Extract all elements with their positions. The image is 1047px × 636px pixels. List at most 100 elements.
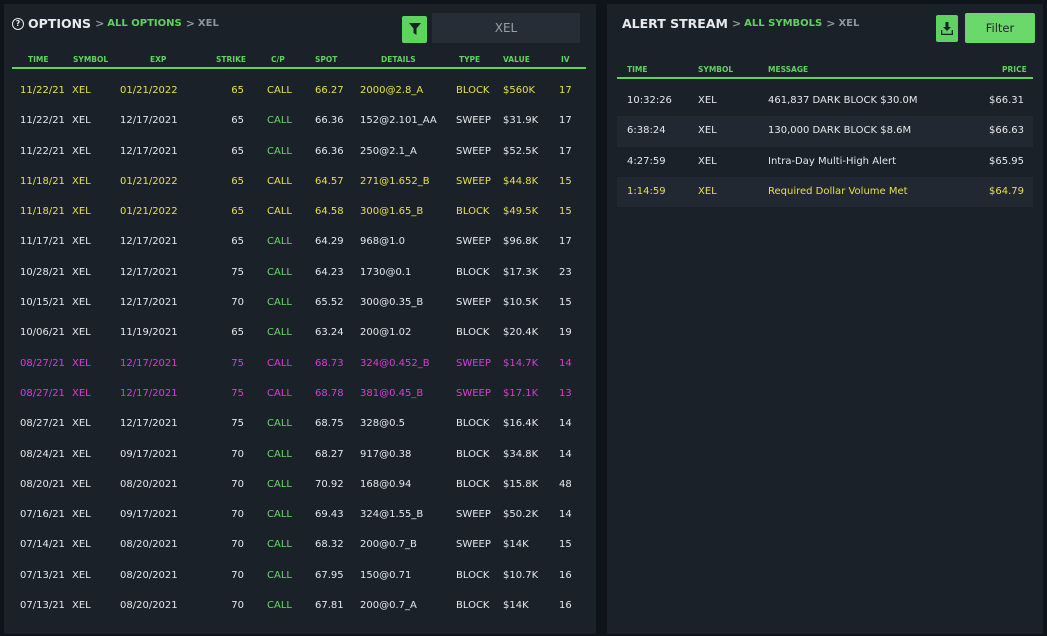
column-header-message[interactable]: MESSAGE [768,64,809,74]
details-cell: 2000@2.8_A [360,85,424,96]
column-header-cp[interactable]: C/P [271,54,285,64]
spot-cell: 68.78 [315,387,344,399]
table-row[interactable]: 07/16/21 XEL 09/17/2021 70 CALL 69.43 324@1.55… [12,500,586,530]
table-row[interactable]: 11/18/21 XEL 01/21/2022 65 CALL 64.57 271@1.65… [12,167,586,197]
cp-cell: CALL [267,85,292,96]
symbol-cell: XEL [72,206,91,218]
iv-cell: 13 [559,387,572,399]
iv-cell: 23 [559,266,572,278]
column-header-iv[interactable]: IV [561,54,570,64]
strike-cell: 75 [231,266,244,278]
iv-cell: 17 [559,236,572,248]
table-row[interactable]: 07/13/21 XEL 08/20/2021 70 CALL 67.81 200@0.7_… [12,591,586,621]
table-row[interactable]: 07/13/21 XEL 08/20/2021 70 CALL 67.95 150@0.71… [12,561,586,591]
cp-cell: CALL [267,236,292,248]
table-row[interactable]: 08/27/21 XEL 12/17/2021 75 CALL 68.75 328@0.5 B… [12,409,586,439]
breadcrumb-symbol: XEL [197,18,219,29]
help-circle-icon[interactable]: ? [12,17,24,30]
iv-cell: 48 [559,478,572,490]
column-header-symbol[interactable]: SYMBOL [698,64,734,74]
column-header-type[interactable]: TYPE [459,54,481,64]
cp-cell: CALL [267,297,292,309]
download-button[interactable] [936,15,958,42]
time-cell: 11/22/21 [20,145,65,157]
strike-cell: 75 [231,387,244,399]
details-cell: 271@1.652_B [360,175,430,187]
iv-cell: 16 [559,600,572,612]
details-cell: 152@2.101_AA [360,115,437,127]
time-cell: 11/18/21 [20,175,65,187]
iv-cell: 15 [559,297,572,309]
exp-cell: 12/17/2021 [120,418,178,430]
column-header-value[interactable]: VALUE [503,54,530,64]
table-row[interactable]: 08/20/21 XEL 08/20/2021 70 CALL 70.92 168@0.94… [12,470,586,500]
strike-cell: 65 [231,145,244,157]
column-header-symbol[interactable]: SYMBOL [73,54,109,64]
table-row[interactable]: 10/28/21 XEL 12/17/2021 75 CALL 64.23 1730@0.1… [12,258,586,288]
chevron-right-icon: > [731,17,742,30]
table-row[interactable]: 11/22/21 XEL 12/17/2021 65 CALL 66.36 250@2.1_… [12,137,586,167]
table-row[interactable]: 11/18/21 XEL 01/21/2022 65 CALL 64.58 300@1.65… [12,197,586,227]
table-row[interactable]: 10/06/21 XEL 11/19/2021 65 CALL 63.24 200@1.02… [12,318,586,348]
symbol-cell: XEL [72,266,91,278]
table-row[interactable]: 10/15/21 XEL 12/17/2021 70 CALL 65.52 300@0.35… [12,288,586,318]
column-header-price[interactable]: PRICE [1002,64,1027,74]
symbol-cell: XEL [72,387,91,399]
value-cell: $15.8K [503,478,539,490]
table-row[interactable]: 08/24/21 XEL 09/17/2021 70 CALL 68.27 917@0.38… [12,440,586,470]
breadcrumb-all-options[interactable]: ALL OPTIONS [107,18,182,29]
value-cell: $14K [503,600,529,612]
options-title: OPTIONS [28,16,92,31]
table-row[interactable]: 11/22/21 XEL 01/21/2022 65 CALL 66.27 2000@2.8… [12,76,586,106]
table-row[interactable]: 07/14/21 XEL 08/20/2021 70 CALL 68.32 200@0.7_… [12,530,586,560]
column-header-spot[interactable]: SPOT [315,54,338,64]
type-cell: BLOCK [456,206,490,218]
table-row[interactable]: 11/22/21 XEL 12/17/2021 65 CALL 66.36 152@2.10… [12,106,586,136]
cp-cell: CALL [267,509,292,521]
value-cell: $14K [503,539,529,551]
column-header-details[interactable]: DETAILS [381,54,416,64]
strike-cell: 65 [231,327,244,339]
type-cell: SWEEP [456,539,491,551]
column-header-time[interactable]: TIME [627,64,648,74]
strike-cell: 70 [231,478,244,490]
column-header-time[interactable]: TIME [28,54,49,64]
breadcrumb-all-symbols[interactable]: ALL SYMBOLS [744,18,823,29]
exp-cell: 09/17/2021 [120,509,178,521]
value-cell: $16.4K [503,418,539,430]
symbol-search-input[interactable] [432,13,580,43]
filter-toggle-button[interactable] [402,16,427,43]
cp-cell: CALL [267,478,292,490]
alert-row[interactable]: 4:27:59 XEL Intra-Day Multi-High Alert $65.… [617,147,1033,177]
filter-button[interactable]: Filter [965,13,1035,43]
details-cell: 917@0.38 [360,448,412,460]
type-cell: BLOCK [456,266,490,278]
cp-cell: CALL [267,387,292,399]
time-cell: 08/27/21 [20,418,65,430]
alert-row[interactable]: 10:32:26 XEL 461,837 DARK BLOCK $30.0M $66.… [617,86,1033,116]
details-cell: 324@1.55_B [360,509,424,521]
type-cell: BLOCK [456,600,490,612]
cp-cell: CALL [267,418,292,430]
value-cell: $96.8K [503,236,539,248]
iv-cell: 14 [559,509,572,521]
alert-row[interactable]: 1:14:59 XEL Required Dollar Volume Met $64.… [617,176,1033,208]
value-cell: $10.5K [503,297,539,309]
table-row[interactable]: 08/27/21 XEL 12/17/2021 75 CALL 68.73 324@0.45… [12,349,586,379]
spot-cell: 68.27 [315,448,344,460]
column-header-exp[interactable]: EXP [150,54,167,64]
time-cell: 08/27/21 [20,357,65,369]
table-row[interactable]: 08/27/21 XEL 12/17/2021 75 CALL 68.78 381@0.45… [12,379,586,409]
chevron-right-icon: > [185,17,195,30]
exp-cell: 01/21/2022 [120,175,178,187]
time-cell: 07/14/21 [20,539,65,551]
alert-row[interactable]: 6:38:24 XEL 130,000 DARK BLOCK $8.6M $66.63 [617,116,1033,147]
time-cell: 11/17/21 [20,236,65,248]
price-cell: $66.31 [989,95,1024,106]
symbol-cell: XEL [72,145,91,157]
column-header-strike[interactable]: STRIKE [216,54,247,64]
table-row[interactable]: 11/17/21 XEL 12/17/2021 65 CALL 64.29 968@1.0 S… [12,227,586,257]
spot-cell: 66.36 [315,145,344,157]
symbol-cell: XEL [72,539,91,551]
spot-cell: 64.23 [315,266,344,278]
